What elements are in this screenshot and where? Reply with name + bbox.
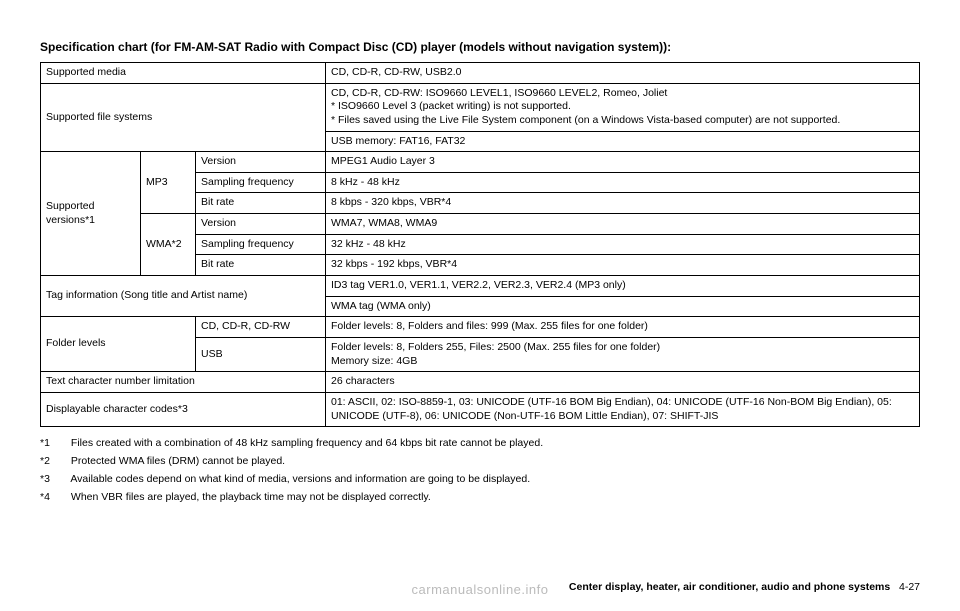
supported-fs-value-1: CD, CD-R, CD-RW: ISO9660 LEVEL1, ISO9660…	[326, 83, 920, 131]
table-row: Displayable character codes*3 01: ASCII,…	[41, 392, 920, 426]
footnote-3-label: *3	[40, 473, 68, 485]
display-codes-value: 01: ASCII, 02: ISO-8859-1, 03: UNICODE (…	[326, 392, 920, 426]
footnote-3-text: Available codes depend on what kind of m…	[70, 473, 530, 485]
spec-table: Supported media CD, CD-R, CD-RW, USB2.0 …	[40, 62, 920, 427]
folder-usb-label: USB	[196, 337, 326, 371]
tag-info-value-1: ID3 tag VER1.0, VER1.1, VER2.2, VER2.3, …	[326, 276, 920, 297]
footnote-2-label: *2	[40, 455, 68, 467]
footnote-4: *4 When VBR files are played, the playba…	[40, 491, 920, 503]
display-codes-label: Displayable character codes*3	[41, 392, 326, 426]
mp3-label: MP3	[141, 152, 196, 214]
supported-versions-label: Supported versions*1	[41, 152, 141, 276]
table-row: Text character number limitation 26 char…	[41, 372, 920, 393]
wma-version-label: Version	[196, 214, 326, 235]
table-row: Folder levels CD, CD-R, CD-RW Folder lev…	[41, 317, 920, 338]
supported-media-value: CD, CD-R, CD-RW, USB2.0	[326, 63, 920, 84]
footer-page: 4-27	[899, 581, 920, 593]
watermark-text: carmanualsonline.info	[412, 582, 549, 597]
mp3-sf-label: Sampling frequency	[196, 172, 326, 193]
folder-cd-value: Folder levels: 8, Folders and files: 999…	[326, 317, 920, 338]
table-row: Supported file systems CD, CD-R, CD-RW: …	[41, 83, 920, 131]
mp3-br-value: 8 kbps - 320 kbps, VBR*4	[326, 193, 920, 214]
table-row: Tag information (Song title and Artist n…	[41, 276, 920, 297]
footnote-4-text: When VBR files are played, the playback …	[71, 491, 431, 503]
wma-br-value: 32 kbps - 192 kbps, VBR*4	[326, 255, 920, 276]
page-footer: Center display, heater, air conditioner,…	[569, 581, 920, 593]
footnote-2: *2 Protected WMA files (DRM) cannot be p…	[40, 455, 920, 467]
footnote-1: *1 Files created with a combination of 4…	[40, 437, 920, 449]
table-row: Supported versions*1 MP3 Version MPEG1 A…	[41, 152, 920, 173]
tag-info-label: Tag information (Song title and Artist n…	[41, 276, 326, 317]
footer-section: Center display, heater, air conditioner,…	[569, 581, 890, 593]
mp3-version-value: MPEG1 Audio Layer 3	[326, 152, 920, 173]
footnotes: *1 Files created with a combination of 4…	[40, 437, 920, 503]
text-limit-value: 26 characters	[326, 372, 920, 393]
wma-sf-label: Sampling frequency	[196, 234, 326, 255]
footnote-1-text: Files created with a combination of 48 k…	[71, 437, 543, 449]
wma-label: WMA*2	[141, 214, 196, 276]
spec-chart-title: Specification chart (for FM-AM-SAT Radio…	[40, 40, 920, 54]
mp3-br-label: Bit rate	[196, 193, 326, 214]
footnote-2-text: Protected WMA files (DRM) cannot be play…	[71, 455, 285, 467]
footnote-3: *3 Available codes depend on what kind o…	[40, 473, 920, 485]
wma-sf-value: 32 kHz - 48 kHz	[326, 234, 920, 255]
mp3-sf-value: 8 kHz - 48 kHz	[326, 172, 920, 193]
text-limit-label: Text character number limitation	[41, 372, 326, 393]
supported-fs-label: Supported file systems	[41, 83, 326, 152]
supported-media-label: Supported media	[41, 63, 326, 84]
folder-levels-label: Folder levels	[41, 317, 196, 372]
table-row: WMA*2 Version WMA7, WMA8, WMA9	[41, 214, 920, 235]
wma-version-value: WMA7, WMA8, WMA9	[326, 214, 920, 235]
footnote-1-label: *1	[40, 437, 68, 449]
wma-br-label: Bit rate	[196, 255, 326, 276]
supported-fs-value-2: USB memory: FAT16, FAT32	[326, 131, 920, 152]
mp3-version-label: Version	[196, 152, 326, 173]
folder-usb-value: Folder levels: 8, Folders 255, Files: 25…	[326, 337, 920, 371]
table-row: Supported media CD, CD-R, CD-RW, USB2.0	[41, 63, 920, 84]
folder-cd-label: CD, CD-R, CD-RW	[196, 317, 326, 338]
tag-info-value-2: WMA tag (WMA only)	[326, 296, 920, 317]
footnote-4-label: *4	[40, 491, 68, 503]
